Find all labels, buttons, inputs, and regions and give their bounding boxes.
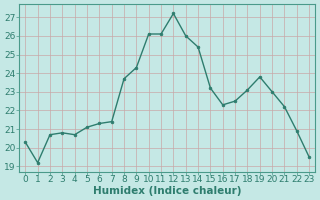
X-axis label: Humidex (Indice chaleur): Humidex (Indice chaleur) <box>93 186 242 196</box>
